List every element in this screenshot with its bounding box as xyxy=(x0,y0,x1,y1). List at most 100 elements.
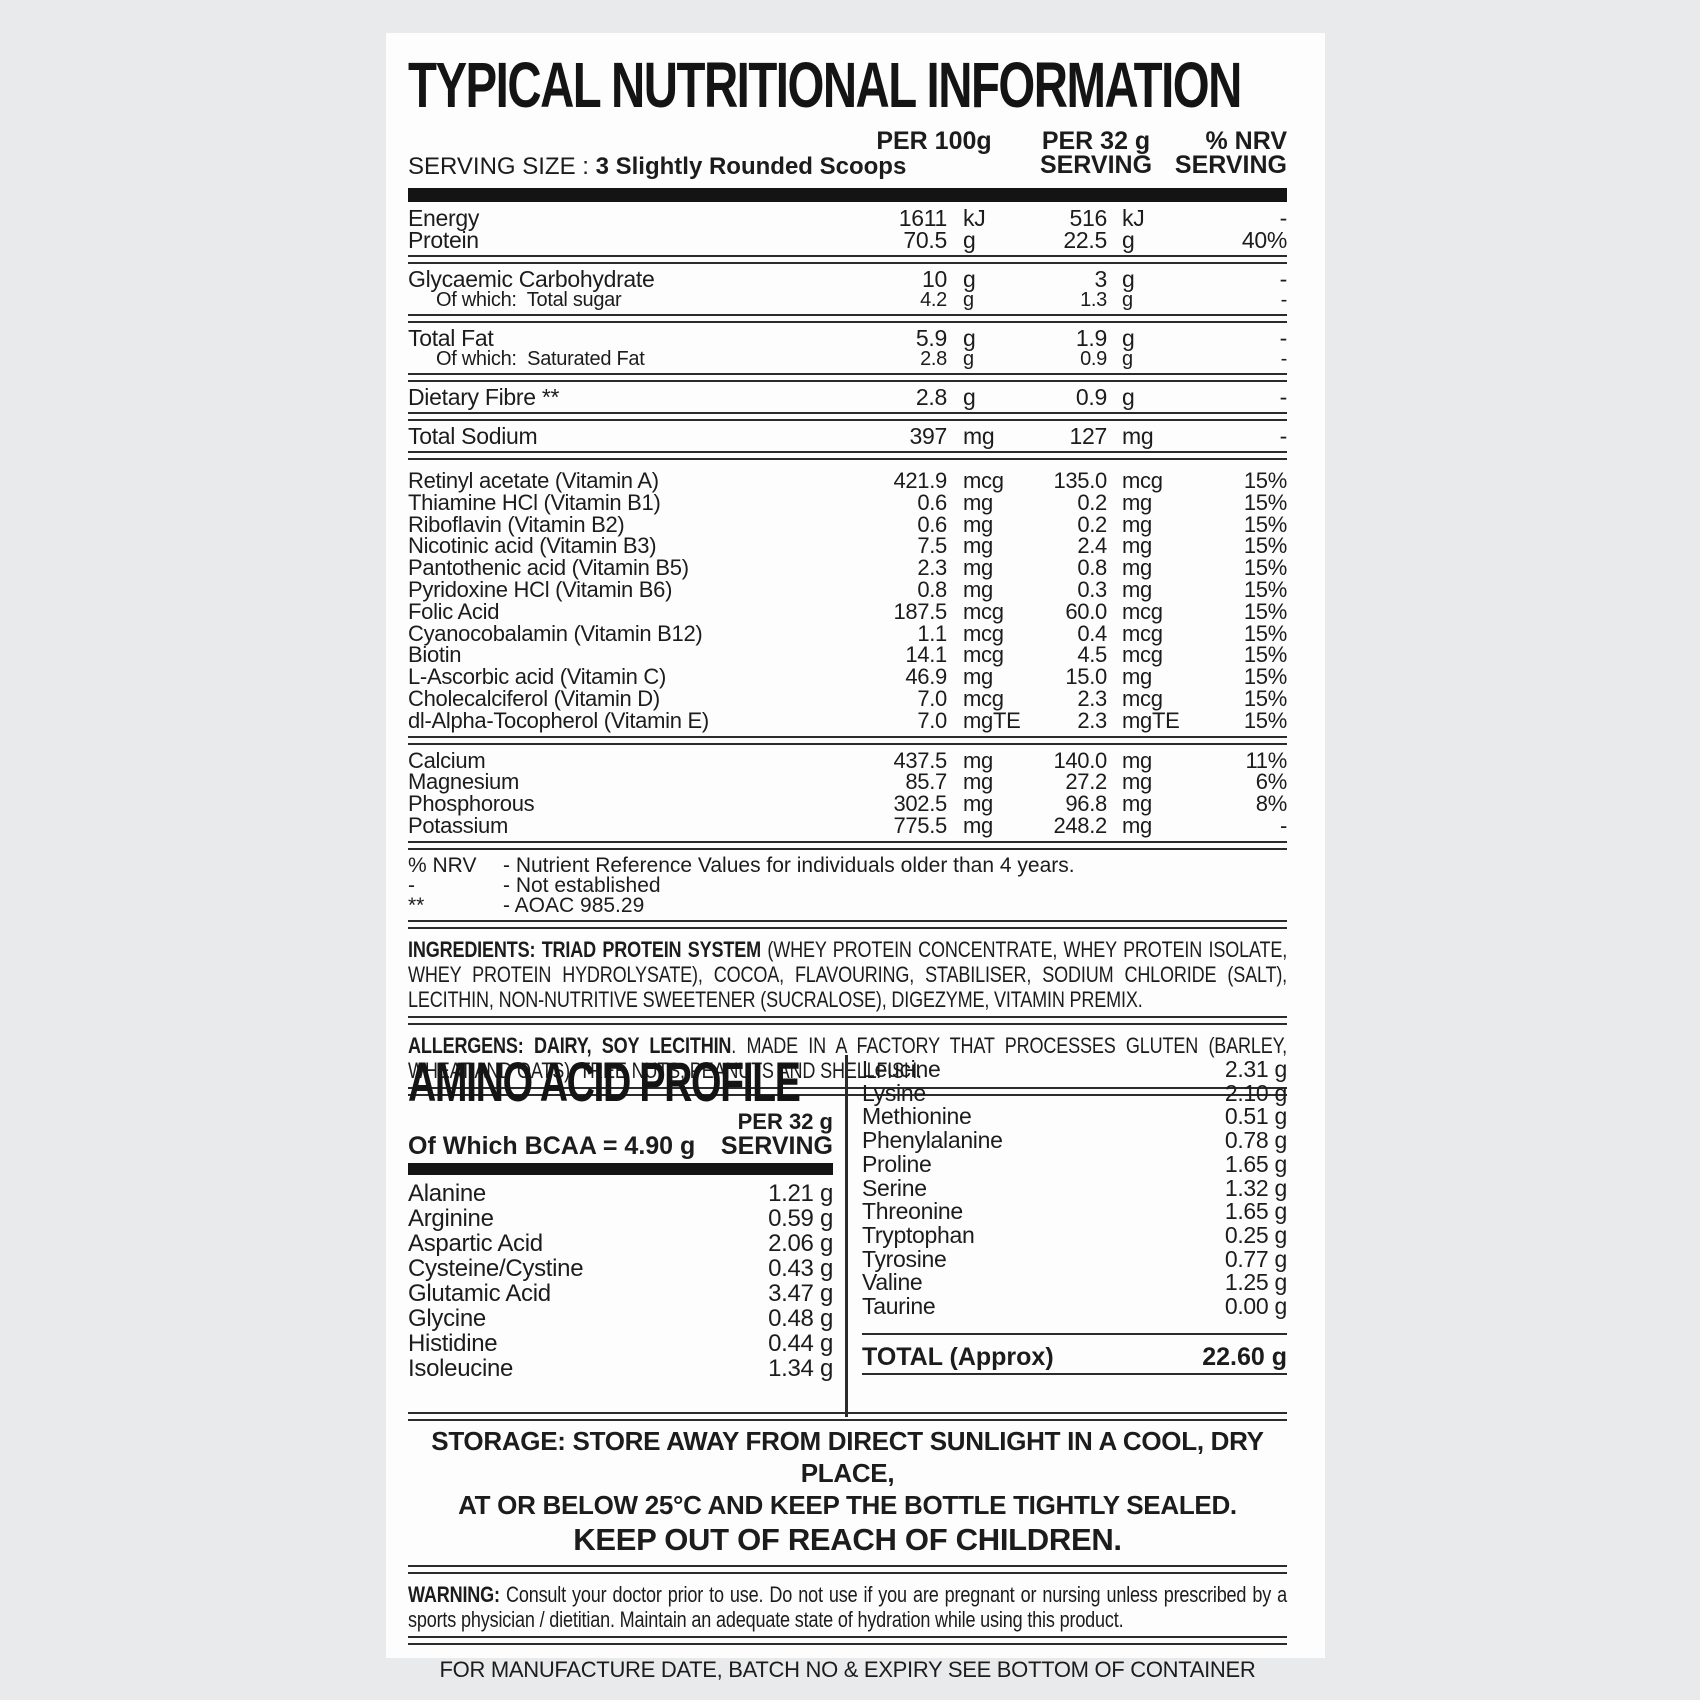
nrv-percent: 15% xyxy=(1243,707,1287,733)
table-row: Thiamine HCl (Vitamin B1) 0.6 mg 0.2 mg … xyxy=(408,489,1287,515)
divider xyxy=(408,840,1287,850)
group-vitamins: Retinyl acetate (Vitamin A) 421.9 mcg 13… xyxy=(408,470,1287,732)
per-serving-value: 0.9 xyxy=(1075,384,1107,410)
per-serving-value: 22.5 xyxy=(1063,227,1107,253)
amino-left-rows: Alanine 1.21 g Arginine 0.59 g Aspartic … xyxy=(408,1181,833,1381)
table-row: Magnesium 85.7 mg 27.2 mg 6% xyxy=(408,771,1287,793)
amino-row: Proline 1.65 g xyxy=(862,1150,1287,1177)
divider xyxy=(408,314,1287,323)
column-header-nrv-line2: SERVING xyxy=(1174,151,1287,179)
per-serving-value: 135.0 xyxy=(1053,468,1107,493)
per-serving-value: 0.3 xyxy=(1077,576,1107,602)
amino-name: Cysteine/Cystine xyxy=(408,1255,584,1282)
bcaa-label: Of Which BCAA = 4.90 g xyxy=(408,1132,696,1160)
nutrient-name: Of which: Saturated Fat xyxy=(436,348,645,370)
amino-name: Threonine xyxy=(862,1198,963,1225)
per-100g-unit: g xyxy=(963,266,976,292)
column-header-nrv: % NRV SERVING xyxy=(1152,127,1287,179)
amino-value: 0.59 g xyxy=(768,1205,833,1232)
per-serving-unit: mgTE xyxy=(1122,707,1180,733)
warning-paragraph: WARNING: Consult your doctor prior to us… xyxy=(408,1582,1287,1632)
amino-name: Tryptophan xyxy=(862,1221,975,1248)
table-row: Pyridoxine HCl (Vitamin B6) 0.8 mg 0.3 m… xyxy=(408,579,1287,601)
column-divider xyxy=(845,1055,848,1417)
column-header-per-serving-line1: PER 32 g xyxy=(1041,127,1151,155)
column-header-nrv-line1: % NRV xyxy=(1205,127,1287,155)
nutrient-name: Protein xyxy=(408,227,479,253)
per-100g-unit: g xyxy=(963,227,976,253)
amino-row: Phenylalanine 0.78 g xyxy=(862,1127,1287,1154)
per-100g-unit: mg xyxy=(963,769,993,795)
amino-row: Methionine 0.51 g xyxy=(862,1105,1287,1129)
per-serving-value: 0.2 xyxy=(1077,489,1107,515)
allergens-paragraph: ALLERGENS: DAIRY, SOY LECITHIN. MADE IN … xyxy=(408,1033,1287,1083)
nutrient-name: Calcium xyxy=(408,747,486,773)
per-100g-value: 85.7 xyxy=(905,769,947,795)
amino-value: 2.31 g xyxy=(1224,1056,1287,1082)
serving-size-label: SERVING SIZE : xyxy=(408,153,596,180)
storage-line1: STORAGE: STORE AWAY FROM DIRECT SUNLIGHT… xyxy=(431,1426,1264,1488)
footnote-text: - Nutrient Reference Values for individu… xyxy=(503,853,1075,877)
amino-name: Phenylalanine xyxy=(862,1127,1003,1154)
per-serving-unit: mcg xyxy=(1122,642,1163,668)
nrv-percent: 15% xyxy=(1243,685,1287,711)
table-row: Cyanocobalamin (Vitamin B12) 1.1 mcg 0.4… xyxy=(408,620,1287,646)
nutrient-name: L-Ascorbic acid (Vitamin C) xyxy=(408,664,667,690)
nrv-percent: - xyxy=(1279,325,1288,351)
amino-name: Histidine xyxy=(408,1330,498,1357)
amino-total-row: TOTAL (Approx) 22.60 g xyxy=(862,1343,1287,1371)
per-100g-value: 397 xyxy=(909,423,948,449)
per-serving-unit: mg xyxy=(1122,791,1152,817)
per-100g-value: 7.5 xyxy=(917,533,947,559)
per-100g-unit: g xyxy=(963,384,976,410)
per-serving-value: 0.2 xyxy=(1077,511,1107,537)
amino-value: 2.06 g xyxy=(768,1230,833,1257)
amino-name: Proline xyxy=(862,1150,932,1177)
amino-row: Valine 1.25 g xyxy=(862,1271,1287,1295)
table-row: Biotin 14.1 mcg 4.5 mcg 15% xyxy=(408,644,1287,666)
per-serving-unit: g xyxy=(1122,348,1133,370)
per-serving-value: 60.0 xyxy=(1065,598,1107,624)
per-serving-unit: mg xyxy=(1122,555,1152,581)
per-100g-value: 302.5 xyxy=(893,791,947,817)
footnote-row: - - Not established xyxy=(408,873,1287,897)
footnote-text: - Not established xyxy=(503,873,661,897)
per-serving-value: 2.3 xyxy=(1077,707,1107,733)
nutrient-name: Pyridoxine HCl (Vitamin B6) xyxy=(408,576,673,602)
per-100g-unit: mcg xyxy=(963,620,1004,646)
per-serving-unit: mcg xyxy=(1122,620,1163,646)
table-row: Energy 1611 kJ 516 kJ - xyxy=(408,205,1288,231)
per-serving-unit: g xyxy=(1122,227,1135,253)
nrv-percent: - xyxy=(1279,205,1288,231)
per-serving-unit: mg xyxy=(1122,769,1152,795)
per-serving-unit: mg xyxy=(1122,423,1154,449)
group-minerals: Calcium 437.5 mg 140.0 mg 11% Magnesium … xyxy=(408,747,1288,837)
warning-section: WARNING: Consult your doctor prior to us… xyxy=(408,1582,1287,1632)
nrv-percent: 15% xyxy=(1243,664,1287,690)
per-serving-unit: mg xyxy=(1122,747,1152,773)
per-100g-unit: kJ xyxy=(963,205,986,231)
nutrient-name: Nicotinic acid (Vitamin B3) xyxy=(408,533,657,559)
per-serving-value: 0.9 xyxy=(1080,348,1107,370)
nutrient-name: Thiamine HCl (Vitamin B1) xyxy=(408,489,661,515)
divider xyxy=(408,1412,1287,1421)
per-100g-unit: g xyxy=(963,289,974,311)
amino-name: Aspartic Acid xyxy=(408,1230,543,1257)
amino-row: Cysteine/Cystine 0.43 g xyxy=(408,1256,833,1281)
table-row: L-Ascorbic acid (Vitamin C) 46.9 mg 15.0… xyxy=(408,666,1287,688)
nrv-percent: 8% xyxy=(1255,791,1288,817)
table-row: Riboflavin (Vitamin B2) 0.6 mg 0.2 mg 15… xyxy=(408,511,1287,537)
nutrition-label-panel: TYPICAL NUTRITIONAL INFORMATION PER 100g… xyxy=(386,33,1325,1681)
footnotes: % NRV - Nutrient Reference Values for in… xyxy=(408,853,1287,916)
per-serving-unit: mg xyxy=(1122,664,1152,690)
nutrient-name: Dietary Fibre ** xyxy=(408,384,560,410)
per-100g-unit: mcg xyxy=(963,598,1004,624)
per-serving-value: 1.9 xyxy=(1075,325,1107,351)
amino-name: Leucine xyxy=(862,1056,941,1082)
table-row: Cholecalciferol (Vitamin D) 7.0 mcg 2.3 … xyxy=(408,688,1287,710)
serving-size: SERVING SIZE : 3 Slightly Rounded Scoops xyxy=(408,155,906,179)
per-100g-unit: mg xyxy=(963,489,993,515)
amino-value: 0.51 g xyxy=(1224,1103,1287,1130)
nutrient-name: dl-Alpha-Tocopherol (Vitamin E) xyxy=(408,707,709,733)
table-row: Glycaemic Carbohydrate 10 g 3 g - xyxy=(408,266,1287,292)
